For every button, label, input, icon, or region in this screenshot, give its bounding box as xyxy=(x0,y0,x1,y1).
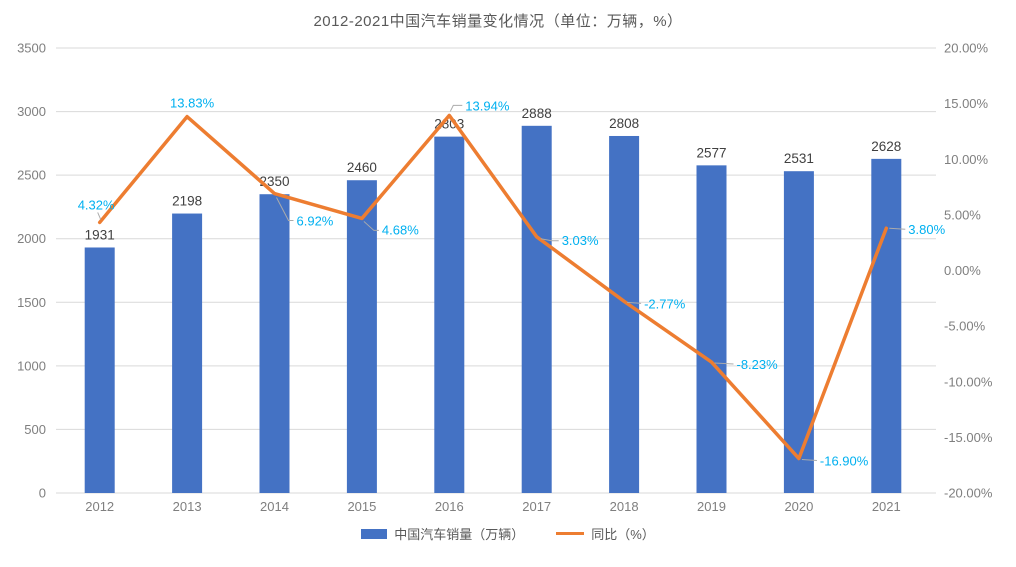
legend-item-yoy: 同比（%） xyxy=(556,524,655,543)
left-axis-tick-label: 0 xyxy=(39,486,46,501)
bar xyxy=(521,125,552,493)
chart-legend: 中国汽车销量（万辆） 同比（%） xyxy=(0,524,1016,543)
legend-item-sales: 中国汽车销量（万辆） xyxy=(361,524,524,543)
leader-line xyxy=(97,212,102,220)
bar-value-label: 2350 xyxy=(259,174,289,189)
right-axis-tick-label: -5.00% xyxy=(944,319,986,334)
right-axis-tick-label: 0.00% xyxy=(944,263,981,278)
legend-line-label: 同比（%） xyxy=(591,527,655,542)
bar-value-label: 2808 xyxy=(609,116,639,131)
bar-value-label: 2460 xyxy=(347,160,377,175)
bar xyxy=(84,247,115,493)
bar xyxy=(696,165,727,494)
left-axis-tick-label: 2000 xyxy=(17,231,46,246)
bar-value-label: 2531 xyxy=(784,151,814,166)
trend-line xyxy=(97,113,889,461)
right-axis-tick-label: 5.00% xyxy=(944,207,981,222)
bar xyxy=(871,158,902,493)
leader-line xyxy=(714,362,734,365)
bar-value-label: 1931 xyxy=(85,227,115,242)
leader-line xyxy=(801,459,817,462)
bar xyxy=(783,171,814,494)
pct-data-label: 6.92% xyxy=(297,214,334,229)
pct-data-label: 3.03% xyxy=(562,233,599,248)
pct-data-label: 13.83% xyxy=(170,96,215,111)
leader-line xyxy=(540,238,559,242)
leader-line xyxy=(889,227,906,230)
bar-series-swatch-icon xyxy=(361,528,388,539)
x-axis-label: 2019 xyxy=(697,499,726,514)
right-axis-tick-label: -20.00% xyxy=(944,486,993,501)
right-axis-tick-label: 10.00% xyxy=(944,152,989,167)
bar xyxy=(172,213,203,494)
pct-data-label: 4.32% xyxy=(78,197,115,212)
x-axis-label: 2012 xyxy=(85,499,114,514)
right-axis-tick-label: -15.00% xyxy=(944,430,993,445)
bar-value-label: 2628 xyxy=(871,139,901,154)
x-axis-label: 2021 xyxy=(872,499,901,514)
right-axis-tick-label: -10.00% xyxy=(944,374,993,389)
pct-data-label: -2.77% xyxy=(644,296,686,311)
pct-data-label: 3.80% xyxy=(908,222,945,237)
bar-value-label: 2577 xyxy=(696,145,726,160)
left-axis-tick-label: 1000 xyxy=(17,358,46,373)
bar-value-label: 2888 xyxy=(522,106,552,121)
left-axis-tick-label: 3500 xyxy=(17,41,46,56)
pct-data-label: 4.68% xyxy=(382,222,419,237)
x-axis-label: 2013 xyxy=(173,499,202,514)
leader-line xyxy=(276,197,294,222)
x-axis-label: 2018 xyxy=(610,499,639,514)
left-axis-tick-label: 500 xyxy=(24,422,46,437)
x-axis-label: 2014 xyxy=(260,499,289,514)
legend-bar-label: 中国汽车销量（万辆） xyxy=(394,527,525,542)
bar xyxy=(609,135,640,494)
line-series-swatch-icon xyxy=(556,531,585,536)
leader-line xyxy=(363,221,379,231)
chart-title: 2012-2021中国汽车销量变化情况（单位：万辆，%） xyxy=(313,13,683,30)
bar xyxy=(259,194,290,493)
bar xyxy=(346,180,377,493)
pct-data-label: 13.94% xyxy=(465,98,510,113)
x-axis-label: 2015 xyxy=(347,499,376,514)
left-axis-tick-label: 1500 xyxy=(17,295,46,310)
x-axis-label: 2016 xyxy=(435,499,464,514)
x-axis-label: 2020 xyxy=(784,499,813,514)
leader-line xyxy=(627,301,642,304)
right-axis-tick-label: 15.00% xyxy=(944,96,989,111)
bar xyxy=(434,136,465,493)
right-axis-tick-label: 20.00% xyxy=(944,41,989,56)
bar-value-label: 2198 xyxy=(172,194,202,209)
left-axis-tick-label: 3000 xyxy=(17,104,46,119)
left-axis-tick-label: 2500 xyxy=(17,168,46,183)
leader-line xyxy=(449,104,463,112)
pct-data-label: -16.90% xyxy=(820,454,869,469)
pct-data-label: -8.23% xyxy=(737,357,779,372)
x-axis-label: 2017 xyxy=(522,499,551,514)
